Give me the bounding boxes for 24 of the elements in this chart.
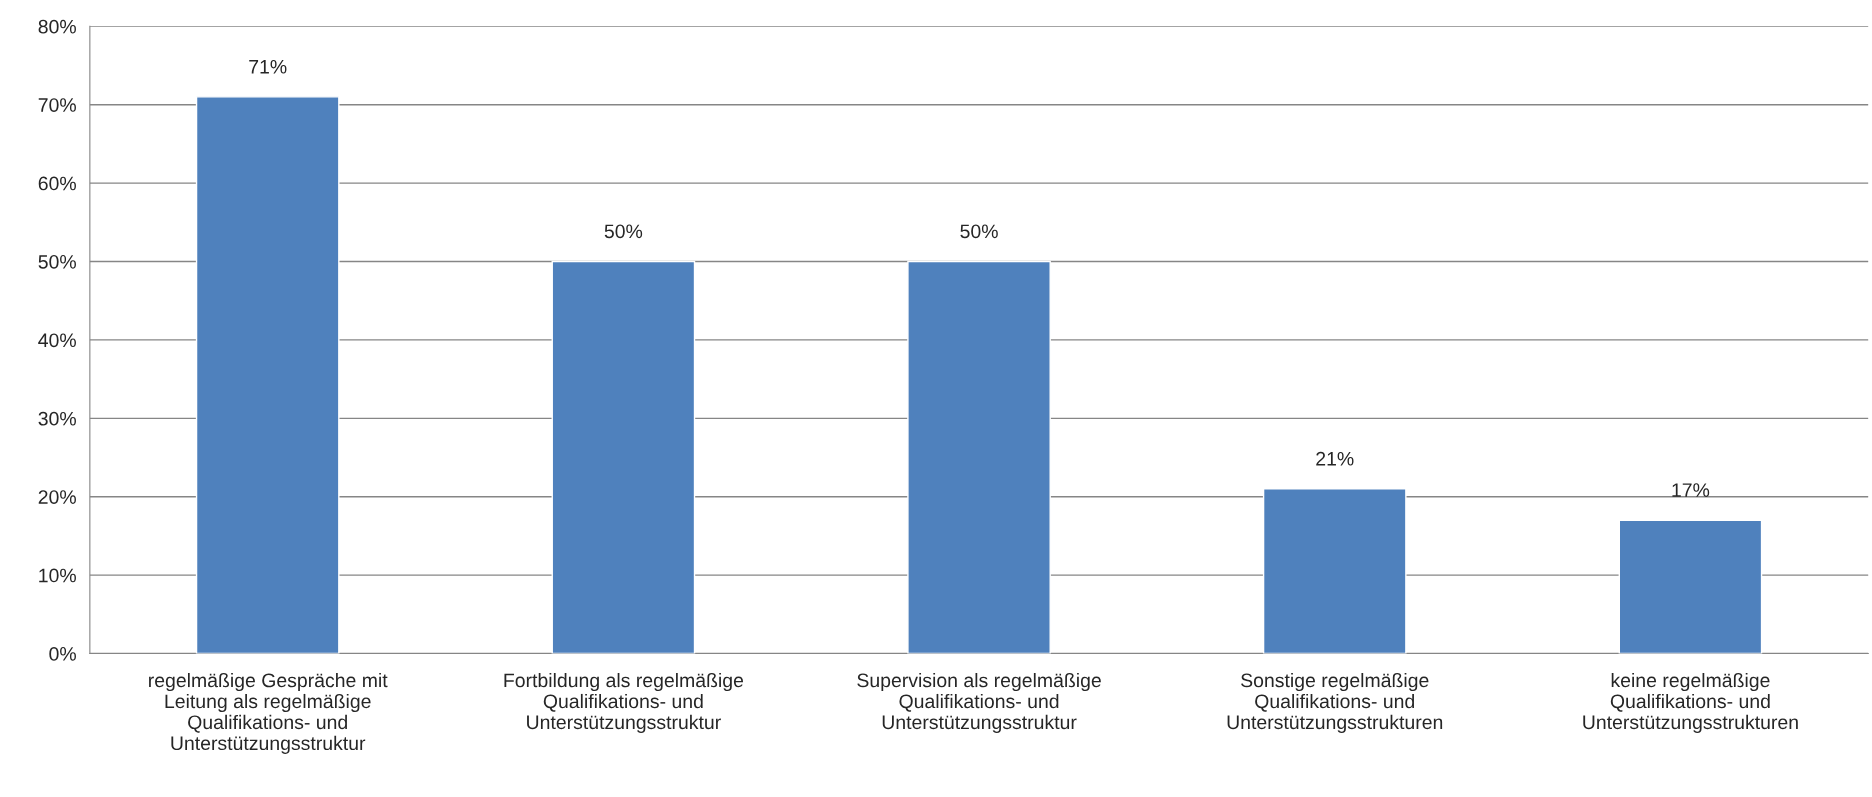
y-tick-label: 60% <box>38 176 76 191</box>
y-tick-label: 70% <box>38 98 76 112</box>
y-tick-label: 20% <box>38 490 76 504</box>
bar <box>1262 488 1407 654</box>
x-tick-label: regelmäßige Gespräche mit Leitung als regelmäßige Qualifikations- und Unterstützungsstruktur <box>149 672 388 754</box>
x-tick-label: Supervision als regelmäßige Qualifikations- und Unterstützungsstruktur <box>857 672 1101 733</box>
bar <box>551 260 696 654</box>
y-tick-label: 0% <box>49 647 76 661</box>
y-tick-label: 40% <box>38 333 76 348</box>
bar <box>907 260 1051 654</box>
data-label: 50% <box>960 224 998 239</box>
data-label: 71% <box>249 59 287 74</box>
data-label: 17% <box>1672 483 1710 497</box>
y-tick-label: 50% <box>38 254 76 269</box>
data-label: 50% <box>604 224 643 239</box>
x-tick-label: Fortbildung als regelmäßige Qualifikations- und Unterstützungsstruktur <box>504 672 744 733</box>
data-label: 21% <box>1316 451 1354 466</box>
x-tick-label: Sonstige regelmäßige Qualifikations- und Unterstützungsstrukturen <box>1227 672 1443 733</box>
y-tick-label: 80% <box>38 19 76 34</box>
bar <box>195 96 340 654</box>
bar <box>1618 519 1763 654</box>
y-tick-label: 10% <box>39 568 76 583</box>
y-tick-label: 30% <box>38 411 76 426</box>
x-tick-label: keine regelmäßige Qualifikations- und Unterstützungsstrukturen <box>1583 672 1798 733</box>
